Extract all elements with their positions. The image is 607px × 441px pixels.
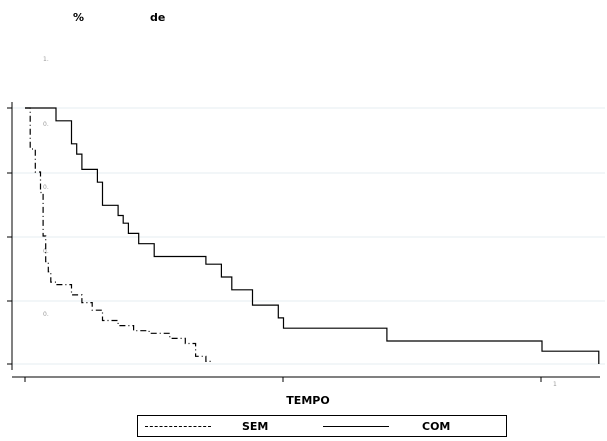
series-line-com — [25, 107, 600, 364]
legend-swatch-com — [323, 426, 389, 427]
legend: SEM COM — [137, 415, 507, 437]
y-tick-label: 0. — [43, 311, 49, 318]
series-line-sem — [25, 107, 212, 362]
y-tick-label: 0. — [43, 248, 49, 255]
x-tick-label: 1 — [553, 381, 557, 388]
x-axis-label: TEMPO — [286, 394, 329, 407]
title-percent: % — [73, 11, 85, 24]
title-de: de — [150, 11, 166, 24]
y-tick-label: 0. — [43, 121, 49, 128]
axis-layer — [11, 102, 600, 378]
legend-label-sem: SEM — [242, 420, 269, 433]
y-tick-label: 0. — [43, 184, 49, 191]
legend-label-com: COM — [422, 420, 451, 433]
series-layer — [25, 107, 600, 364]
grid-layer — [12, 107, 605, 365]
legend-swatch-sem — [145, 426, 211, 427]
tick-layer: 1. 0. 0. 0. 0. 1 — [7, 56, 557, 388]
y-tick-label: 1. — [43, 56, 49, 63]
